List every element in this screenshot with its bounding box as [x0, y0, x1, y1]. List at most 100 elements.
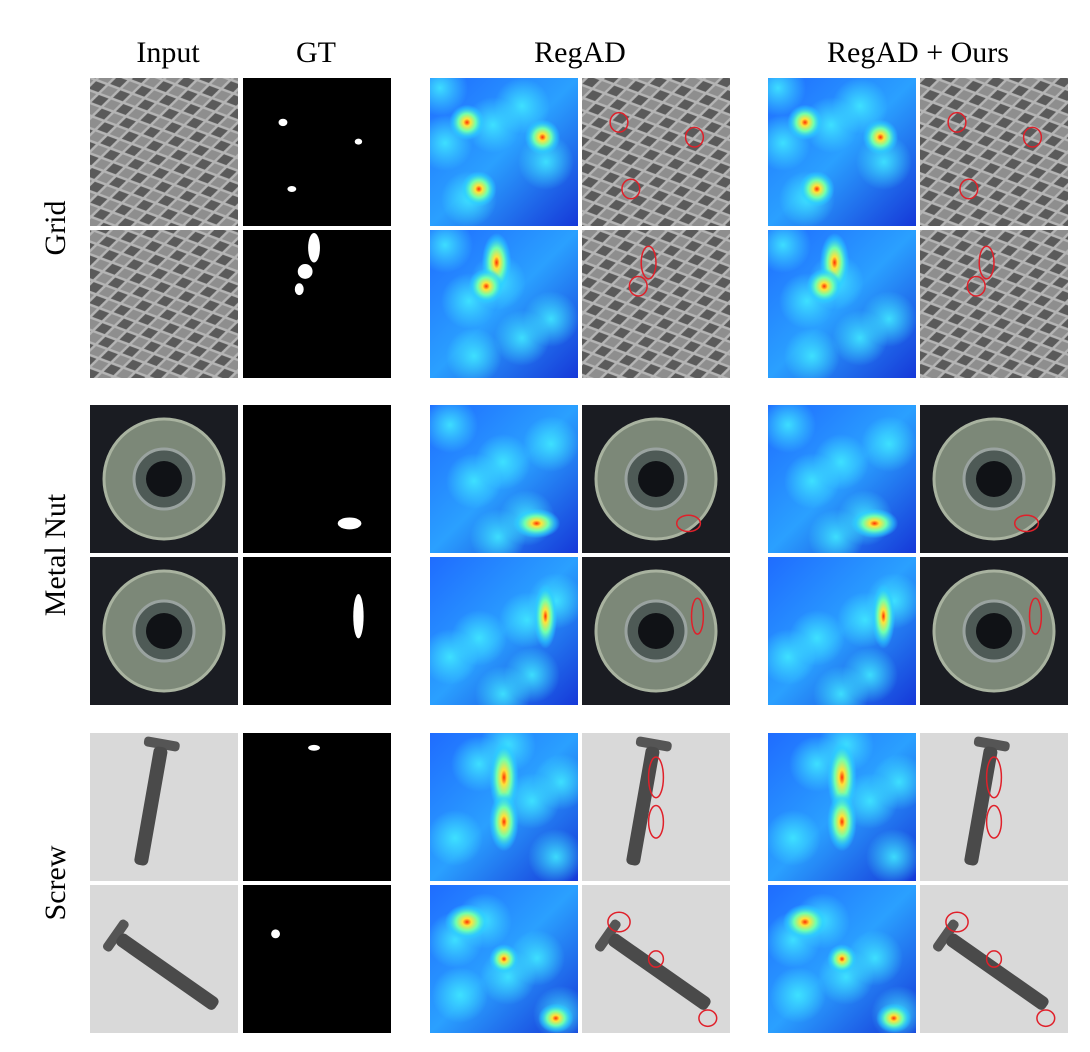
- heat-spot: [461, 171, 497, 207]
- heat-spot: [827, 740, 857, 815]
- mask-bg: [243, 885, 391, 1033]
- heat-spot: [862, 119, 899, 155]
- heat-spot: [444, 904, 490, 940]
- nut-hole: [146, 613, 182, 649]
- mask-spot: [287, 186, 297, 192]
- grid-texture: [582, 78, 730, 226]
- heat-spot: [806, 268, 842, 304]
- tile: [768, 230, 916, 378]
- heat-blob: [432, 967, 488, 1023]
- heat-blob: [533, 754, 578, 810]
- anomaly-contour: [985, 756, 1003, 799]
- screw: [932, 919, 1049, 1010]
- heat-spot: [827, 792, 857, 852]
- heat-spot: [468, 268, 504, 304]
- heat-spot: [827, 944, 857, 974]
- tile: [768, 78, 916, 226]
- heat-spot: [782, 904, 828, 940]
- tile: [582, 557, 730, 705]
- heat-blob: [861, 416, 916, 472]
- anomaly-contour: [621, 178, 641, 200]
- screw: [102, 919, 219, 1010]
- mask-spot: [271, 929, 280, 939]
- heat-blob: [528, 829, 578, 881]
- mask-bg: [243, 405, 391, 553]
- anomaly-contour: [978, 245, 995, 280]
- anomaly-contour: [945, 911, 969, 933]
- tile: [90, 230, 238, 378]
- tile: [920, 557, 1068, 705]
- row-label: Screw: [39, 845, 72, 920]
- tile: [90, 885, 238, 1033]
- tile: [90, 733, 238, 881]
- screw: [626, 736, 672, 866]
- anomaly-contour: [1028, 597, 1043, 635]
- anomaly-contour: [609, 111, 629, 133]
- heat-blob: [509, 930, 565, 986]
- screw: [964, 736, 1010, 866]
- anomaly-contour: [698, 1009, 718, 1028]
- anomaly-contour: [647, 804, 665, 839]
- mask-spot: [308, 744, 320, 751]
- screw-shaft: [626, 746, 660, 866]
- tile: [243, 557, 391, 705]
- tile: [582, 885, 730, 1033]
- grid-texture: [90, 230, 238, 378]
- anomaly-contour: [647, 950, 665, 968]
- heat-blob: [789, 610, 845, 666]
- tile: [920, 733, 1068, 881]
- anomaly-contour: [647, 756, 665, 799]
- nut-hole: [638, 461, 674, 497]
- nut-hole: [638, 613, 674, 649]
- heat-blob: [768, 810, 821, 866]
- nut-hole: [146, 461, 182, 497]
- tile: [243, 405, 391, 553]
- screw-shaft: [134, 746, 168, 866]
- tile: [768, 885, 916, 1033]
- heat-blob: [784, 328, 840, 378]
- anomaly-contour: [1013, 514, 1040, 533]
- heat-blob: [813, 434, 869, 490]
- anomaly-contour: [959, 178, 979, 200]
- heat-blob: [866, 829, 916, 881]
- mask-spot: [294, 283, 304, 296]
- tile: [430, 405, 578, 553]
- tile: [582, 230, 730, 378]
- heat-blob: [475, 434, 531, 490]
- column-header: GT: [296, 36, 336, 69]
- heat-blob: [871, 754, 916, 810]
- screw-head: [102, 919, 129, 952]
- screw: [594, 919, 711, 1010]
- heat-spot: [850, 508, 899, 539]
- tile: [430, 733, 578, 881]
- anomaly-contour: [690, 597, 705, 635]
- anomaly-contour: [675, 514, 702, 533]
- mask-spot: [278, 118, 288, 127]
- grid-texture: [582, 230, 730, 378]
- anomaly-contour: [947, 111, 967, 133]
- heat-spot: [489, 792, 519, 852]
- background: [90, 885, 238, 1033]
- tile: [582, 78, 730, 226]
- heat-blob: [768, 78, 806, 116]
- mask-bg: [243, 733, 391, 881]
- mask-spot: [337, 517, 362, 530]
- grid-texture: [90, 78, 238, 226]
- tile: [768, 557, 916, 705]
- tile: [920, 78, 1068, 226]
- screw-shaft: [608, 933, 711, 1010]
- mask-spot: [353, 594, 364, 639]
- tile: [430, 230, 578, 378]
- nut-hole: [976, 613, 1012, 649]
- heat-blob: [847, 930, 903, 986]
- screw-head: [973, 736, 1010, 752]
- tile: [920, 405, 1068, 553]
- anomaly-contour: [1022, 126, 1043, 148]
- tile: [243, 230, 391, 378]
- heat-blob: [523, 291, 578, 347]
- anomaly-contour: [985, 950, 1003, 968]
- anomaly-contour: [684, 126, 705, 148]
- row-label: Metal Nut: [39, 493, 72, 616]
- column-header: RegAD: [534, 36, 626, 69]
